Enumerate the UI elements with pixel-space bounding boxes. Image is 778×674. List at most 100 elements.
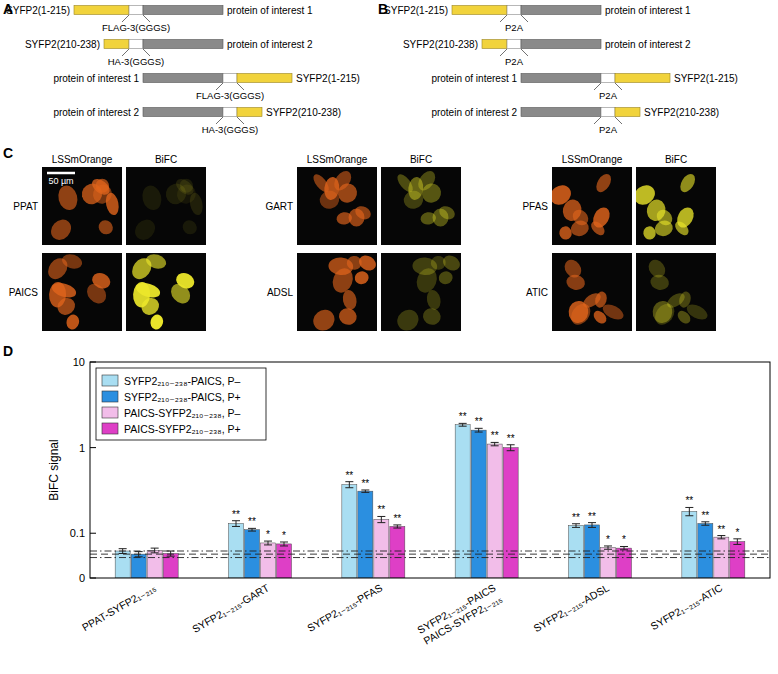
y-tick-label: 0 [79, 572, 85, 584]
protein-bar [521, 74, 601, 83]
linker [507, 6, 521, 15]
x-tick-label: SYFP2₁₋₂₁₅-PAICSPAICS-SYFP2₁₋₂₁₅ [415, 581, 504, 646]
cell [353, 270, 370, 286]
x-tick-label-line: PPAT-SYFP2₁₋₂₁₅ [80, 581, 158, 633]
linker-label: P2A [505, 22, 524, 33]
error-bar-cap [491, 442, 499, 443]
error-bar-cap [475, 428, 483, 429]
error-bar-cap [151, 552, 159, 553]
linker-bracket [615, 83, 622, 90]
cell [138, 294, 162, 318]
legend-box [96, 368, 266, 440]
channel-label: BiFC [155, 154, 177, 165]
sample-label: PFAS [522, 201, 548, 212]
cell [437, 270, 454, 286]
error-bar-cap [361, 489, 369, 490]
cell [432, 208, 448, 226]
fragment-label: SYFP2(210-238) [266, 107, 341, 118]
cell [591, 308, 609, 326]
x-tick-label: SYFP2₁₋₂₁₅-GART [190, 581, 272, 635]
construct-diagram: SYFP2(1-215)protein of interest 1FLAG-3(… [6, 5, 360, 136]
error-bar-cap [588, 527, 596, 528]
error-bar [620, 546, 628, 549]
cell [65, 313, 81, 331]
error-bar [361, 490, 369, 492]
cell [674, 205, 697, 231]
linker-bracket [143, 49, 150, 56]
error-bar [377, 516, 385, 522]
micrograph [552, 253, 632, 331]
fragment-label: SYFP2(1-215) [384, 5, 448, 16]
error-bar [345, 482, 353, 488]
error-bar-line [284, 542, 285, 546]
error-bar [393, 525, 401, 528]
reference-line [90, 557, 770, 558]
significance-label: ** [507, 433, 515, 444]
channel-label: LSSmOrange [52, 154, 113, 165]
error-bar [507, 445, 515, 451]
fp-fragment [237, 74, 292, 83]
x-tick-label: SYFP2₁₋₂₁₅-ATIC [648, 581, 724, 632]
protein-bar [143, 6, 223, 15]
linker-bracket [122, 15, 129, 22]
linker [129, 40, 143, 49]
linker [507, 40, 521, 49]
cell [56, 183, 80, 212]
linker-label: FLAG-3(GGGS) [196, 90, 264, 101]
protein-bar [521, 40, 601, 49]
cells [128, 253, 197, 331]
protein-bar [143, 108, 223, 117]
fragment-label: SYFP2(210-238) [25, 39, 100, 50]
cell [131, 216, 159, 244]
error-bar-cap [620, 546, 628, 547]
significance-label: ** [491, 430, 499, 441]
significance-label: * [622, 534, 626, 545]
linker [129, 6, 143, 15]
significance-label: ** [701, 510, 709, 521]
x-tick-label-line: SYFP2₁₋₂₁₅-PFAS [305, 581, 384, 634]
error-bar [167, 551, 175, 556]
fp-fragment [615, 74, 670, 83]
cell [134, 280, 162, 300]
linker-label: P2A [599, 124, 618, 135]
y-tick [90, 533, 96, 534]
protein-label: protein of interest 1 [227, 5, 313, 16]
linker [601, 74, 615, 83]
error-bar-line [494, 442, 495, 445]
error-bar-line [381, 516, 382, 522]
error-bar-cap [345, 481, 353, 482]
significance-label: ** [345, 470, 353, 481]
cell [407, 176, 424, 201]
x-tick-label-line: PAICS-SYFP2₁₋₂₁₅ [421, 592, 504, 647]
error-bar [491, 442, 499, 445]
error-bar-cap [733, 538, 741, 539]
error-bar-cap [377, 516, 385, 517]
error-bar-line [236, 521, 237, 527]
error-bar-line [268, 541, 269, 545]
bar [601, 548, 616, 578]
error-bar [264, 541, 272, 545]
cells [552, 171, 614, 240]
significance-label: ** [685, 495, 693, 506]
cell [348, 208, 364, 226]
cells [395, 168, 458, 227]
legend-label: PAICS-SYFP2₂₁₀₋₂₃₈, P– [124, 407, 241, 419]
cells [636, 171, 698, 240]
cell [140, 183, 164, 212]
cell [642, 225, 656, 240]
cells [311, 168, 374, 227]
cell [54, 294, 78, 318]
channel-label: BiFC [665, 154, 687, 165]
cell [83, 280, 110, 307]
panel-label: C [3, 145, 13, 161]
error-bar [701, 522, 709, 525]
cell [418, 180, 445, 207]
bar [730, 542, 745, 578]
error-bar-cap [572, 523, 580, 524]
plot-frame [90, 362, 770, 578]
bars [90, 423, 770, 578]
cell [675, 308, 693, 326]
error-bar-cap [345, 487, 353, 488]
error-bar-cap [248, 531, 256, 532]
error-bar-cap [701, 521, 709, 522]
